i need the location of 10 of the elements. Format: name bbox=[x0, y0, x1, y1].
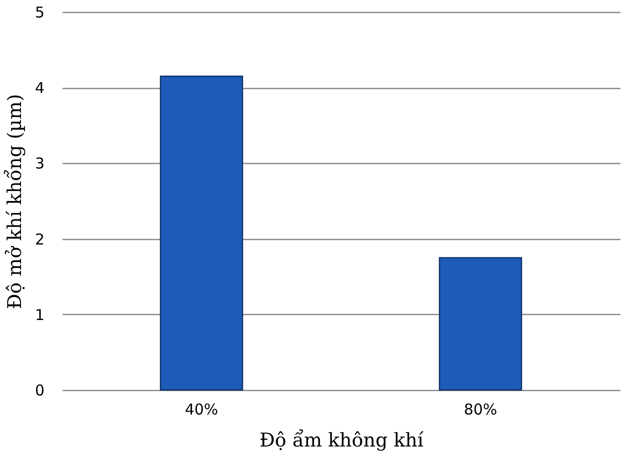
y-tick-label: 5 bbox=[34, 4, 44, 22]
y-tick-label: 2 bbox=[34, 230, 44, 248]
x-axis-title: Độ ẩm không khí bbox=[260, 428, 424, 452]
x-tick-label: 80% bbox=[464, 400, 498, 418]
x-tick-label: 40% bbox=[184, 400, 218, 418]
y-tick-label: 1 bbox=[34, 306, 44, 324]
y-tick-label: 0 bbox=[34, 382, 44, 400]
y-tick-label: 3 bbox=[34, 154, 44, 173]
y-tick-label: 4 bbox=[34, 79, 44, 98]
y-axis-title: Độ mở khí khổng (µm) bbox=[2, 94, 26, 310]
